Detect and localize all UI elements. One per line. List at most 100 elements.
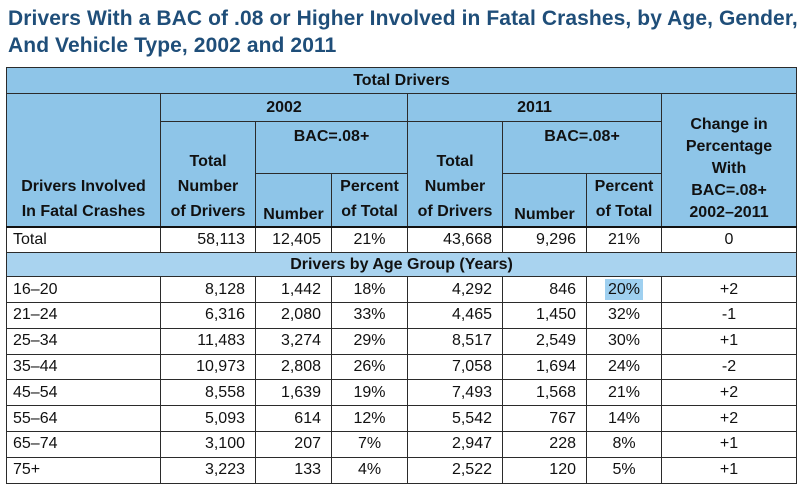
number-header-2002: Number <box>255 173 332 228</box>
cell-percent-2002: 33% <box>331 302 408 329</box>
cell-percent-2002: 21% <box>331 226 408 254</box>
percent-header-2011: Percent of Total <box>586 173 662 228</box>
cell-number-2002: 2,808 <box>255 353 332 381</box>
cell-number-2002: 207 <box>255 431 332 458</box>
cell-change: +1 <box>661 456 797 484</box>
year-2002-header: 2002 <box>160 93 408 122</box>
row-label: 55–64 <box>6 405 161 433</box>
cell-total-2002: 3,223 <box>160 456 256 484</box>
cell-percent-2002: 7% <box>331 431 408 458</box>
table-row: 45–54 8,558 1,639 19% 7,493 1,568 21% +2 <box>6 379 797 407</box>
cell-total-2002: 3,100 <box>160 431 256 458</box>
table-row: 21–24 6,316 2,080 33% 4,465 1,450 32% -1 <box>6 302 797 329</box>
cell-total-2011: 7,058 <box>407 353 503 381</box>
cell-total-2002: 11,483 <box>160 327 256 355</box>
title-line-1: Drivers With a BAC of .08 or Higher Invo… <box>8 7 798 30</box>
year-2011-header: 2011 <box>407 93 662 122</box>
cell-number-2011: 9,296 <box>502 226 587 254</box>
bac-header-2002: BAC=.08+ <box>255 121 408 174</box>
cell-total-2002: 58,113 <box>160 226 256 254</box>
cell-percent-2011: 5% <box>586 456 662 484</box>
cell-number-2011: 1,694 <box>502 353 587 381</box>
cell-number-2002: 12,405 <box>255 226 332 254</box>
cell-number-2011: 767 <box>502 405 587 433</box>
cell-number-2011: 1,450 <box>502 302 587 329</box>
cell-percent-2002: 26% <box>331 353 408 381</box>
row-label: 21–24 <box>6 302 161 329</box>
change-header: Change in Percentage With BAC=.08+ 2002–… <box>661 93 797 228</box>
row-label: 25–34 <box>6 327 161 355</box>
bac-header-2011: BAC=.08+ <box>502 121 662 174</box>
cell-change: +1 <box>661 327 797 355</box>
table-row: 25–34 11,483 3,274 29% 8,517 2,549 30% +1 <box>6 327 797 355</box>
table-row: 55–64 5,093 614 12% 5,542 767 14% +2 <box>6 405 797 433</box>
cell-number-2011: 2,549 <box>502 327 587 355</box>
cell-percent-2011: 21% <box>586 379 662 407</box>
cell-percent-2011: 24% <box>586 353 662 381</box>
table-row-total: Total 58,113 12,405 21% 43,668 9,296 21%… <box>6 226 797 254</box>
table-row: 16–20 8,128 1,442 18% 4,292 846 20% +2 <box>6 276 797 304</box>
row-label: 75+ <box>6 456 161 484</box>
cell-number-2011: 228 <box>502 431 587 458</box>
cell-percent-2011: 21% <box>586 226 662 254</box>
cell-percent-2002: 19% <box>331 379 408 407</box>
cell-number-2002: 3,274 <box>255 327 332 355</box>
cell-number-2002: 1,639 <box>255 379 332 407</box>
cell-total-2011: 4,292 <box>407 276 503 304</box>
highlighted-value: 20% <box>604 278 644 300</box>
cell-percent-2002: 12% <box>331 405 408 433</box>
cell-percent-2011: 20% <box>586 276 662 304</box>
cell-number-2011: 846 <box>502 276 587 304</box>
cell-percent-2011: 14% <box>586 405 662 433</box>
cell-change: -1 <box>661 302 797 329</box>
table-row: 65–74 3,100 207 7% 2,947 228 8% +1 <box>6 431 797 458</box>
percent-header-2002: Percent of Total <box>331 173 408 228</box>
cell-change: +2 <box>661 276 797 304</box>
cell-change: 0 <box>661 226 797 254</box>
data-table: Total Drivers Drivers Involved In Fatal … <box>6 67 797 484</box>
cell-total-2011: 8,517 <box>407 327 503 355</box>
cell-number-2002: 133 <box>255 456 332 484</box>
cell-total-2002: 5,093 <box>160 405 256 433</box>
cell-percent-2002: 4% <box>331 456 408 484</box>
cell-total-2011: 4,465 <box>407 302 503 329</box>
row-label: 35–44 <box>6 353 161 381</box>
cell-percent-2011: 32% <box>586 302 662 329</box>
row-label: 16–20 <box>6 276 161 304</box>
title-line-2: And Vehicle Type, 2002 and 2011 <box>8 34 337 57</box>
row-label-header: Drivers Involved In Fatal Crashes <box>6 93 161 228</box>
cell-percent-2002: 18% <box>331 276 408 304</box>
table-row: 35–44 10,973 2,808 26% 7,058 1,694 24% -2 <box>6 353 797 381</box>
row-label: 45–54 <box>6 379 161 407</box>
cell-number-2002: 1,442 <box>255 276 332 304</box>
cell-total-2011: 5,542 <box>407 405 503 433</box>
cell-change: +1 <box>661 431 797 458</box>
cell-number-2002: 2,080 <box>255 302 332 329</box>
table-row: 75+ 3,223 133 4% 2,522 120 5% +1 <box>6 456 797 484</box>
cell-number-2011: 1,568 <box>502 379 587 407</box>
cell-percent-2011: 8% <box>586 431 662 458</box>
total-drivers-header: Total Drivers <box>6 67 797 94</box>
row-label: 65–74 <box>6 431 161 458</box>
cell-total-2002: 8,558 <box>160 379 256 407</box>
cell-total-2002: 10,973 <box>160 353 256 381</box>
age-rows: 16–20 8,128 1,442 18% 4,292 846 20% +2 21–24 6,31… <box>6 276 797 484</box>
cell-percent-2002: 29% <box>331 327 408 355</box>
cell-number-2011: 120 <box>502 456 587 484</box>
cell-total-2011: 43,668 <box>407 226 503 254</box>
cell-total-2002: 8,128 <box>160 276 256 304</box>
cell-change: -2 <box>661 353 797 381</box>
total-number-header-2002: Total Number of Drivers <box>160 121 256 228</box>
page-title: Drivers With a BAC of .08 or Higher Invo… <box>0 0 800 58</box>
cell-total-2011: 2,522 <box>407 456 503 484</box>
cell-change: +2 <box>661 379 797 407</box>
cell-percent-2011: 30% <box>586 327 662 355</box>
age-section-header: Drivers by Age Group (Years) <box>6 252 797 278</box>
cell-total-2002: 6,316 <box>160 302 256 329</box>
total-number-header-2011: Total Number of Drivers <box>407 121 503 228</box>
cell-number-2002: 614 <box>255 405 332 433</box>
cell-total-2011: 2,947 <box>407 431 503 458</box>
number-header-2011: Number <box>502 173 587 228</box>
row-label: Total <box>6 226 161 254</box>
cell-change: +2 <box>661 405 797 433</box>
